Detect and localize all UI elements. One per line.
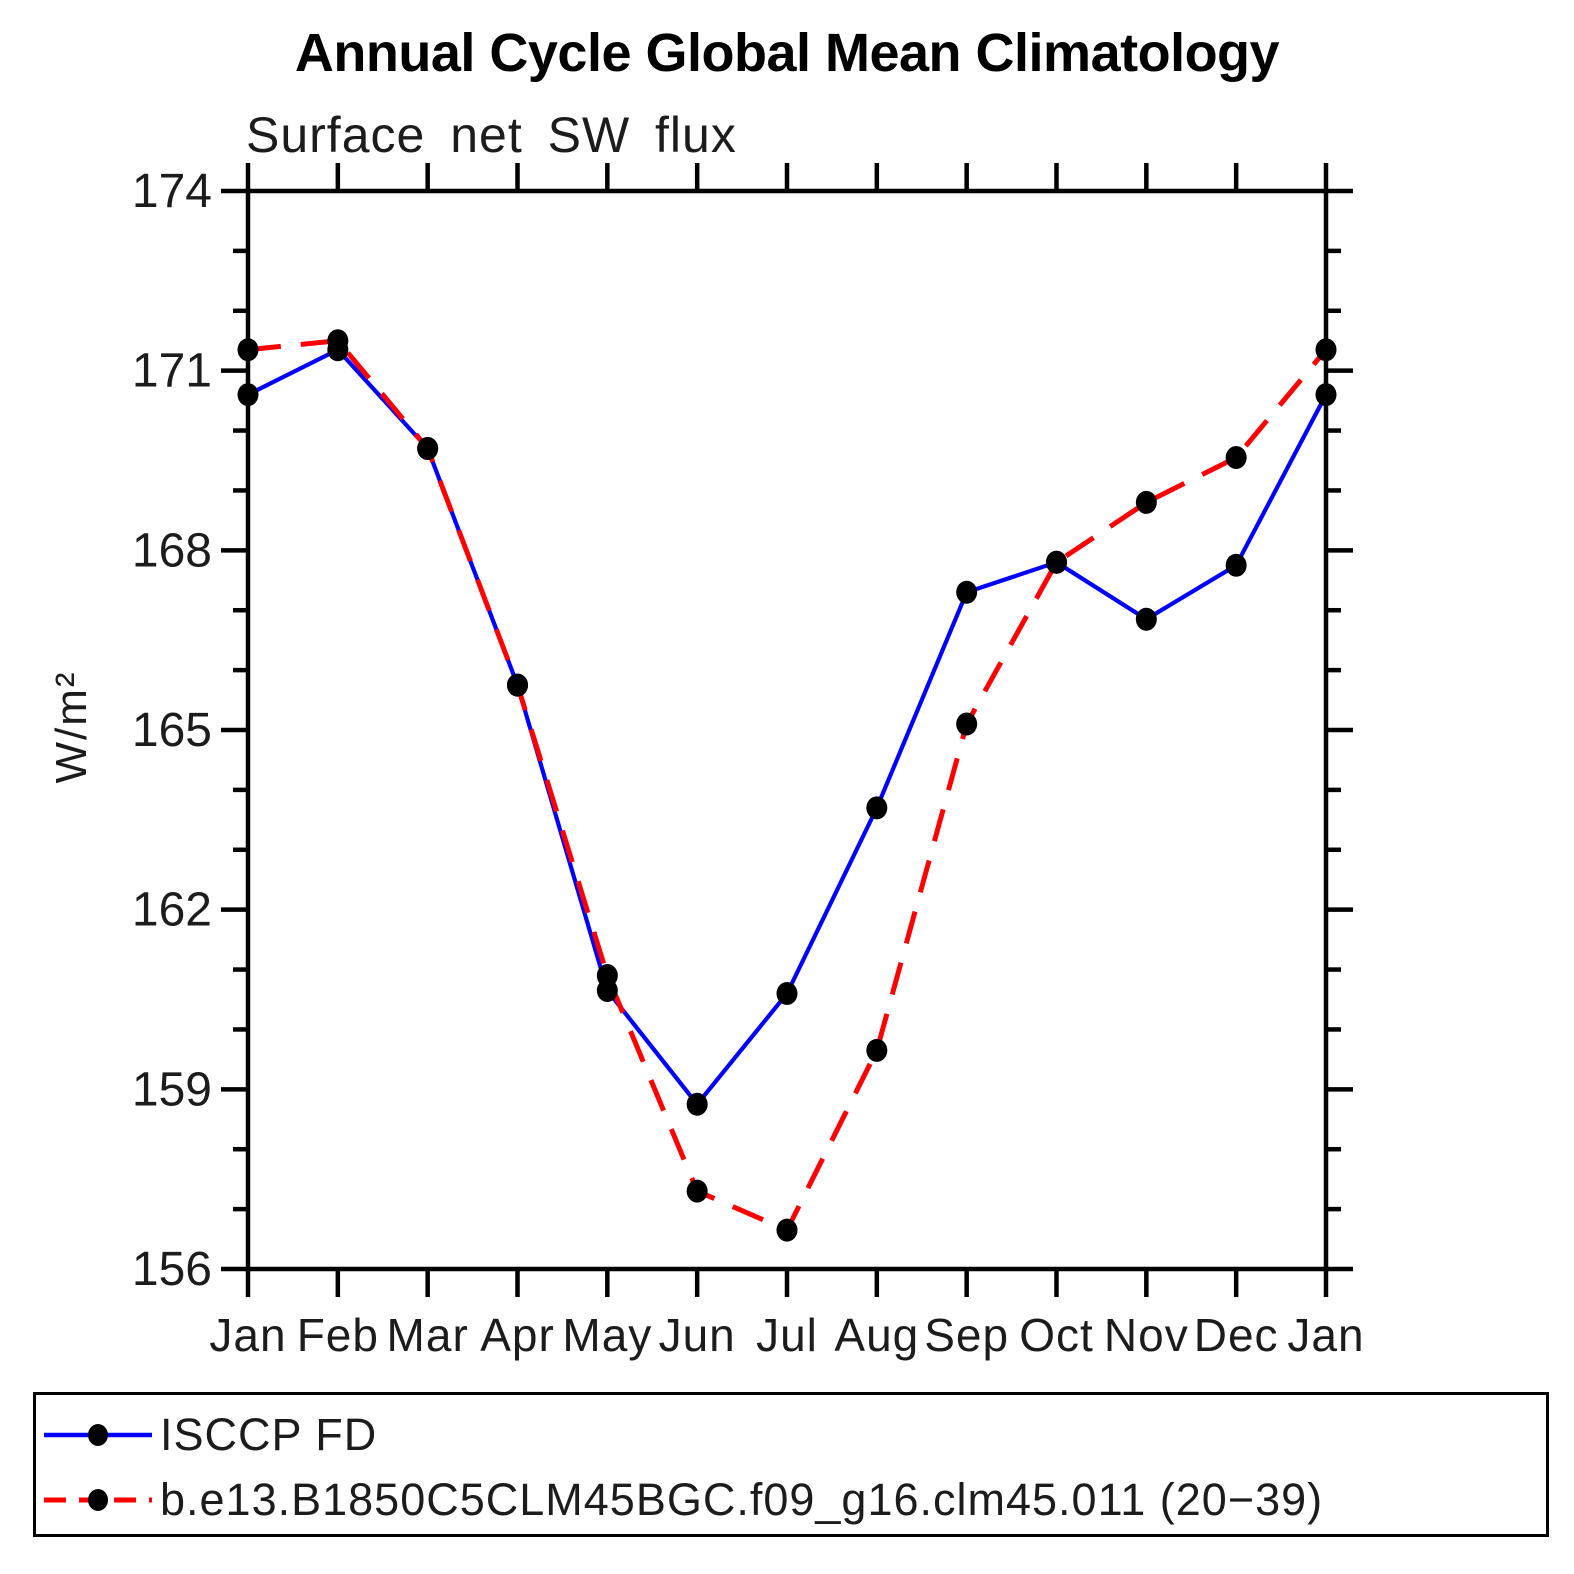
data-point-s1-aug7 — [866, 1038, 888, 1062]
data-point-s1-jun5 — [686, 1179, 708, 1203]
data-point-s1-apr3 — [507, 673, 528, 697]
data-point-s0-sep8 — [956, 580, 978, 604]
legend-solid-line-icon — [44, 1424, 152, 1446]
x-tick-label: Jan — [1287, 1309, 1364, 1361]
legend-label-model: b.e13.B1850C5CLM45BGC.f09_g16.clm45.011 … — [160, 1474, 1324, 1525]
data-point-s0-dec11 — [1225, 553, 1247, 577]
legend-box: ISCCP FD b.e13.B1850C5CLM45BGC.f09_g16.c… — [33, 1392, 1549, 1537]
data-point-s0-nov10 — [1135, 607, 1157, 631]
x-tick-label: Mar — [387, 1309, 469, 1361]
y-tick-label: 174 — [132, 165, 212, 218]
x-tick-label: Feb — [297, 1309, 379, 1361]
legend-label-observation: ISCCP FD — [160, 1409, 378, 1460]
legend-dashed-line-icon — [44, 1489, 152, 1511]
x-tick-label: Jan — [209, 1309, 286, 1361]
x-tick-label: Dec — [1194, 1309, 1279, 1361]
data-point-s0-jul6 — [776, 982, 798, 1006]
data-point-s1-sep8 — [956, 712, 978, 736]
y-tick-label: 156 — [132, 1243, 212, 1296]
y-axis-label: W/m² — [47, 670, 96, 784]
data-point-s1-dec11 — [1225, 446, 1247, 470]
x-tick-label: Nov — [1104, 1309, 1189, 1361]
y-tick-label: 162 — [132, 884, 212, 937]
data-point-s1-feb1 — [327, 329, 349, 353]
x-tick-label: Sep — [924, 1309, 1009, 1361]
x-tick-label: Aug — [834, 1309, 919, 1361]
x-tick-label: Oct — [1019, 1309, 1094, 1361]
y-tick-label: 171 — [132, 345, 212, 398]
series-line-1 — [247, 338, 1328, 1233]
legend-item-observation: ISCCP FD — [42, 1409, 377, 1460]
x-tick-label: May — [562, 1309, 652, 1361]
y-tick-label: 165 — [132, 704, 212, 757]
chart-subtitle: Surface net SW flux — [246, 107, 737, 163]
data-point-s0-jun5 — [686, 1092, 708, 1116]
data-point-s1-jan0 — [237, 338, 259, 362]
data-point-s1-jul6 — [776, 1218, 798, 1242]
data-point-s1-oct9 — [1046, 550, 1067, 574]
y-tick-label: 168 — [132, 524, 212, 577]
y-tick-label: 159 — [132, 1063, 212, 1116]
data-point-s1-jan12 — [1315, 338, 1337, 362]
data-point-s0-aug7 — [866, 796, 888, 820]
x-tick-label: Apr — [480, 1309, 555, 1361]
legend-item-model: b.e13.B1850C5CLM45BGC.f09_g16.clm45.011 … — [42, 1474, 1323, 1525]
data-point-s0-jan12 — [1315, 383, 1337, 407]
data-point-s1-nov10 — [1135, 490, 1157, 514]
data-point-s1-may4 — [596, 964, 618, 988]
data-point-s0-jan0 — [237, 383, 259, 407]
chart-title: Annual Cycle Global Mean Climatology — [294, 23, 1280, 83]
x-tick-label: Jun — [659, 1309, 736, 1361]
data-point-s1-mar2 — [417, 437, 439, 461]
x-tick-label: Jul — [756, 1309, 818, 1361]
plot-frame — [245, 188, 1329, 1272]
